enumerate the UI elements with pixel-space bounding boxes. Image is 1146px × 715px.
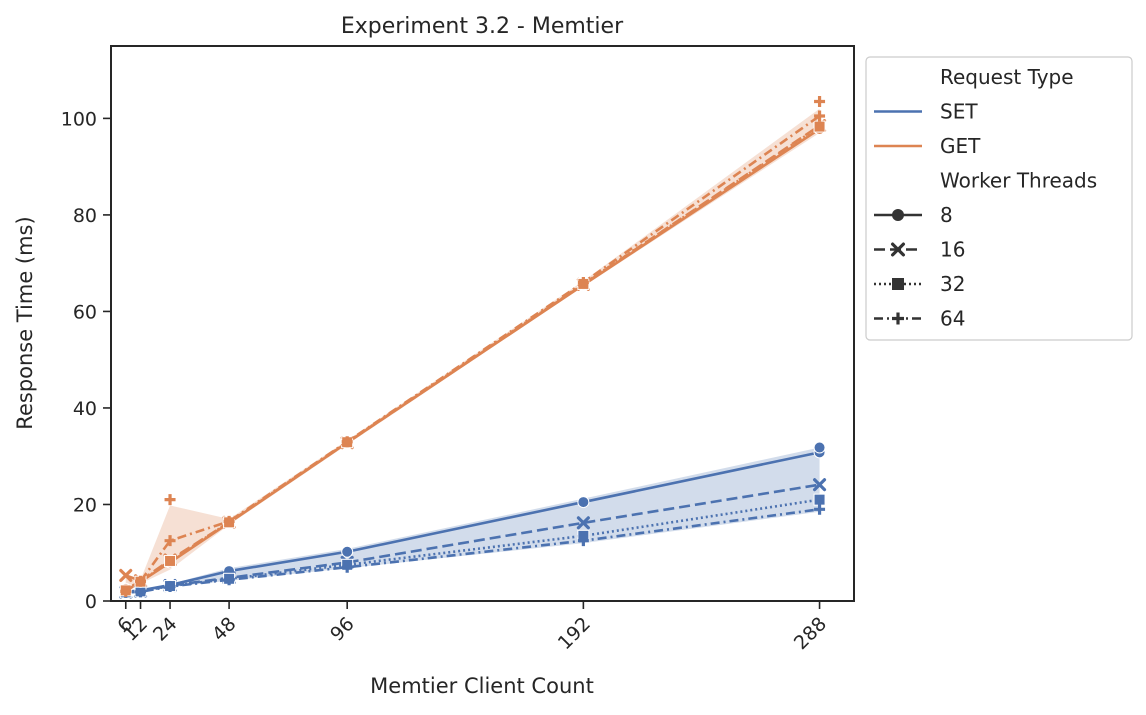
data-point [135, 586, 147, 598]
legend-label: 32 [940, 272, 965, 296]
x-tick-label: 24 [149, 613, 182, 646]
data-point [223, 574, 235, 586]
legend-title-request-type: Request Type [940, 65, 1074, 89]
data-point [813, 120, 826, 133]
y-tick-label: 40 [73, 398, 97, 420]
legend-label: GET [940, 134, 981, 158]
data-point [120, 585, 132, 597]
data-point [576, 516, 590, 530]
data-point [813, 493, 826, 506]
data-point [813, 478, 827, 492]
plot-frame [110, 45, 855, 602]
legend-marker [892, 278, 904, 290]
y-tick-label: 80 [73, 205, 97, 227]
data-point [119, 568, 133, 582]
legend-marker [891, 242, 905, 257]
legend-marker [892, 312, 904, 325]
x-tick-label: 96 [326, 613, 359, 646]
legend-box [865, 56, 1133, 341]
legend-item-threads-8: 8 [874, 203, 953, 227]
y-axis-label: Response Time (ms) [13, 216, 37, 429]
data-point [164, 494, 176, 506]
legend-title-worker-threads: Worker Threads [940, 169, 1097, 193]
data-point [164, 554, 177, 567]
data-point [577, 496, 590, 509]
data-point [164, 535, 176, 547]
legend-item-threads-32: 32 [874, 272, 965, 296]
data-point [814, 503, 826, 515]
data-point [223, 515, 235, 527]
series-get-64 [120, 110, 826, 597]
data-point [577, 276, 589, 288]
y-tick-label: 20 [73, 494, 97, 516]
legend-item-threads-64: 64 [874, 307, 965, 331]
legend-item-get: GET [874, 134, 981, 158]
legend: Request Type SET GET Worker Threads 8 16 32 64 [865, 56, 1133, 341]
legend-label: 8 [940, 203, 953, 227]
x-tick-label: 48 [208, 613, 241, 646]
data-point [341, 545, 354, 558]
y-tick-label: 60 [73, 301, 97, 323]
legend-item-set: SET [874, 100, 978, 124]
x-axis-label: Memtier Client Count [370, 674, 594, 698]
data-point [341, 561, 353, 573]
chart-title: Experiment 3.2 - Memtier [341, 14, 624, 39]
y-axis: 0 20 40 60 80 100 [61, 108, 111, 613]
data-point [135, 575, 147, 587]
data-point [164, 581, 176, 593]
data-point [813, 441, 826, 454]
y-tick-label: 0 [85, 591, 97, 613]
data-point [814, 110, 826, 122]
plot-area [119, 96, 827, 599]
data-point [814, 96, 826, 107]
legend-label: 16 [940, 238, 965, 262]
x-tick-label: 288 [790, 613, 831, 654]
data-point [577, 535, 589, 547]
legend-label: SET [940, 100, 978, 124]
x-tick-label: 192 [554, 613, 595, 654]
legend-marker [892, 209, 904, 221]
data-point [341, 436, 353, 448]
y-tick-label: 100 [61, 108, 97, 130]
legend-item-threads-16: 16 [874, 238, 965, 262]
legend-label: 64 [940, 307, 965, 331]
